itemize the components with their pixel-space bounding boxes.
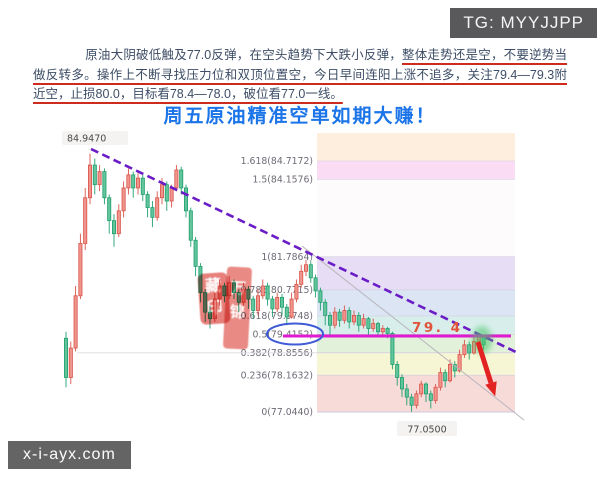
svg-text:0(77.0440): 0(77.0440)	[261, 407, 313, 418]
analysis-underlined-text: 整体走势还是空，不要逆势当做反转多。操作上不断寻找压力位和双顶位置空，今日早间连…	[33, 48, 567, 101]
svg-text:84.9470: 84.9470	[67, 134, 106, 145]
svg-text:0.236(78.1632): 0.236(78.1632)	[241, 370, 313, 381]
analysis-lead-text: 原油大阴破低触及77.0反弹，在空头趋势下大跌小反弹，	[85, 48, 402, 62]
page-title: 周五原油精准空单如期大赚！	[163, 106, 437, 127]
svg-text:0.382(78.8556): 0.382(78.8556)	[241, 348, 313, 359]
analysis-paragraph: 原油大阴破低触及77.0反弹，在空头趋势下大跌小反弹，整体走势还是空，不要逆势当…	[33, 46, 567, 105]
svg-text:0.5(79.4152): 0.5(79.4152)	[253, 330, 313, 341]
stamp-char: 藏	[204, 277, 222, 296]
svg-text:1(81.7864): 1(81.7864)	[261, 252, 313, 263]
svg-text:79. 4: 79. 4	[412, 320, 463, 336]
svg-text:1.5(84.1576): 1.5(84.1576)	[253, 175, 313, 186]
svg-text:77.0500: 77.0500	[407, 425, 446, 436]
svg-text:0.786(80.7715): 0.786(80.7715)	[241, 285, 313, 296]
telegram-badge: TG: MYYJJPP	[450, 8, 597, 38]
red-seal-stamp-right: 万 锦	[222, 266, 253, 350]
svg-text:0.618(79.9748): 0.618(79.9748)	[241, 311, 313, 322]
site-watermark-badge: x-i-ayx.com	[8, 441, 131, 469]
svg-text:1.618(84.7172): 1.618(84.7172)	[241, 156, 313, 167]
stamp-char: 锦	[229, 303, 246, 322]
stamp-char: 万	[230, 279, 247, 298]
